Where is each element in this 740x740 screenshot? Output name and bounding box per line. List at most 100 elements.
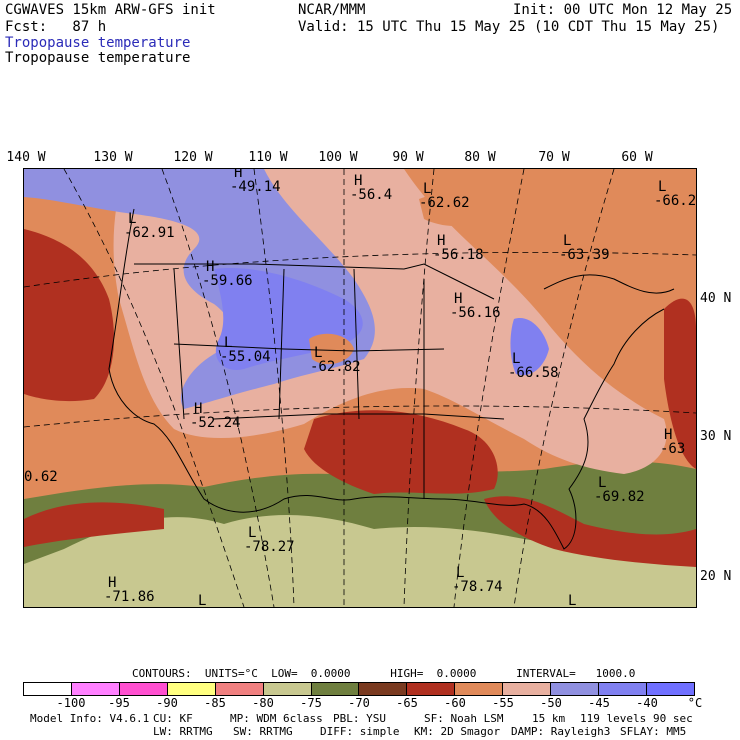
- colorbar-tick-label: -80: [252, 696, 274, 710]
- map-low-marker: L: [248, 525, 256, 541]
- lon-label-90w: 90 W: [392, 150, 424, 165]
- colorbar-segment: [646, 683, 694, 695]
- model-info-version: Model Info: V4.6.1: [30, 712, 150, 725]
- colorbar-tick-label: -90: [156, 696, 178, 710]
- map-value-label: -62.82: [310, 359, 361, 375]
- map-low-marker: L: [423, 181, 431, 197]
- lat-label-40n: 40 N: [700, 291, 732, 306]
- map-high-marker: H: [454, 291, 462, 307]
- colorbar-segment: [71, 683, 120, 695]
- colorbar-segment: [119, 683, 168, 695]
- map-low-marker: L: [224, 335, 232, 351]
- model-info-sf: SF: Noah LSM: [424, 712, 504, 725]
- lon-label-140w: 140 W: [6, 150, 46, 165]
- init-time: Init: 00 UTC Mon 12 May 25: [513, 2, 733, 18]
- colorbar-segment: [215, 683, 264, 695]
- model-info-km: KM: 2D Smagor: [414, 725, 501, 738]
- map-value-label: -71.86: [104, 589, 155, 605]
- map-value-label: -56.16: [450, 305, 501, 321]
- model-info-sflay: SFLAY: MM5: [620, 725, 687, 738]
- map-value-label: -66.2: [654, 193, 696, 209]
- map-low-marker: L: [128, 211, 136, 227]
- map-value-label: -62.62: [419, 195, 470, 211]
- lon-label-70w: 70 W: [538, 150, 570, 165]
- model-info-diff: DIFF: simple: [320, 725, 400, 738]
- colorbar-segment: [263, 683, 312, 695]
- tropopause-temperature-map: H-49.14 H-56.4 L-62.62L-66.2L-62.91 H-56.18…: [24, 169, 696, 607]
- coastlines-borders: [108, 208, 675, 550]
- colorbar-tick-label: -85: [204, 696, 226, 710]
- map-value-label: -56.4: [350, 187, 392, 203]
- model-info-timestep: 90 sec: [653, 712, 693, 725]
- colorbar-segment: [599, 683, 647, 695]
- colorbar-tick-label: -100: [56, 696, 86, 710]
- model-info-levels: 119 levels: [580, 712, 647, 725]
- colorbar-segment: [359, 683, 408, 695]
- map-low-marker: L: [568, 593, 576, 607]
- colorbar-segment: [503, 683, 552, 695]
- model-info-sw: SW: RRTMG: [233, 725, 293, 738]
- shade-darkred-60-65: [304, 410, 498, 494]
- map-low-marker: L: [658, 179, 666, 195]
- map-value-label: -66.58: [508, 365, 559, 381]
- map-low-marker: L: [563, 233, 571, 249]
- map-high-marker: H: [664, 427, 672, 443]
- colorbar-tick-label: -50: [540, 696, 562, 710]
- lon-label-130w: 130 W: [93, 150, 133, 165]
- shade-khaki-75-80: [24, 514, 696, 607]
- model-title: CGWAVES 15km ARW-GFS init: [5, 2, 216, 18]
- colorbar-tick-label: -60: [444, 696, 466, 710]
- map-panel: H -49.14 H -56.4 L -62.62 L -66.2 L -62.91 H -56.18…: [23, 168, 697, 608]
- colorbar-tick-label: -75: [300, 696, 322, 710]
- model-info-lw: LW: RRTMG: [153, 725, 213, 738]
- map-value-label: -78.27: [244, 539, 295, 555]
- shade-orange-plains: [309, 333, 354, 365]
- lon-label-100w: 100 W: [318, 150, 358, 165]
- lon-label-120w: 120 W: [173, 150, 213, 165]
- model-info-res: 15 km: [532, 712, 566, 725]
- colorbar-segment: [311, 683, 360, 695]
- field-title-secondary: Tropopause temperature: [5, 50, 191, 66]
- organization: NCAR/MMM: [298, 2, 366, 18]
- map-low-marker: L: [198, 593, 206, 607]
- map-high-marker: H: [194, 401, 202, 417]
- graticule: [24, 169, 696, 607]
- valid-time: Valid: 15 UTC Thu 15 May 25 (10 CDT Thu …: [298, 19, 720, 35]
- shade-blue-northeast: [510, 318, 549, 376]
- shade-darkred-sw: [24, 502, 164, 547]
- map-value-label: -49.14: [230, 179, 281, 195]
- lon-label-60w: 60 W: [621, 150, 653, 165]
- shade-orange-canada: [419, 194, 484, 226]
- colorbar-segment: [455, 683, 504, 695]
- field-title-primary: Tropopause temperature: [5, 35, 191, 51]
- colorbar: [23, 682, 695, 696]
- map-value-label: -62.91: [124, 225, 175, 241]
- map-low-marker: L: [512, 351, 520, 367]
- forecast-hour: Fcst: 87 h: [5, 19, 107, 35]
- model-info-mp: MP: WDM 6class: [230, 712, 323, 725]
- map-value-label: -56.18: [433, 247, 484, 263]
- map-value-label: -69.82: [594, 489, 645, 505]
- model-info-damp: DAMP: Rayleigh3: [511, 725, 611, 738]
- shade-darkred-west: [24, 229, 114, 402]
- map-label-layer: H-49.14 H-56.4 L-62.62L-66.2L-62.91 H-56.18…: [24, 169, 696, 607]
- colorbar-tick-label: -65: [396, 696, 418, 710]
- lon-label-110w: 110 W: [248, 150, 288, 165]
- map-value-label: -55.04: [220, 349, 271, 365]
- colorbar-segment: [24, 683, 72, 695]
- contours-info: CONTOURS: UNITS=°C LOW= 0.0000 HIGH= 0.0…: [132, 667, 636, 680]
- map-value-label: -52.24: [190, 415, 241, 431]
- colorbar-tick-label: -45: [588, 696, 610, 710]
- map-value-label: -78.74: [452, 579, 503, 595]
- map-value-label: 0.62: [24, 469, 58, 485]
- model-info-cu: CU: KF: [153, 712, 193, 725]
- map-high-marker: H: [234, 169, 242, 181]
- colorbar-tick-label: -70: [348, 696, 370, 710]
- colorbar-segment: [551, 683, 600, 695]
- colorbar-tick-label: -40: [636, 696, 658, 710]
- lon-label-80w: 80 W: [464, 150, 496, 165]
- map-value-label: -63.39: [559, 247, 610, 263]
- map-value-label: -59.66: [202, 273, 253, 289]
- map-low-marker: L: [314, 345, 322, 361]
- colorbar-tick-label: °C: [687, 696, 703, 710]
